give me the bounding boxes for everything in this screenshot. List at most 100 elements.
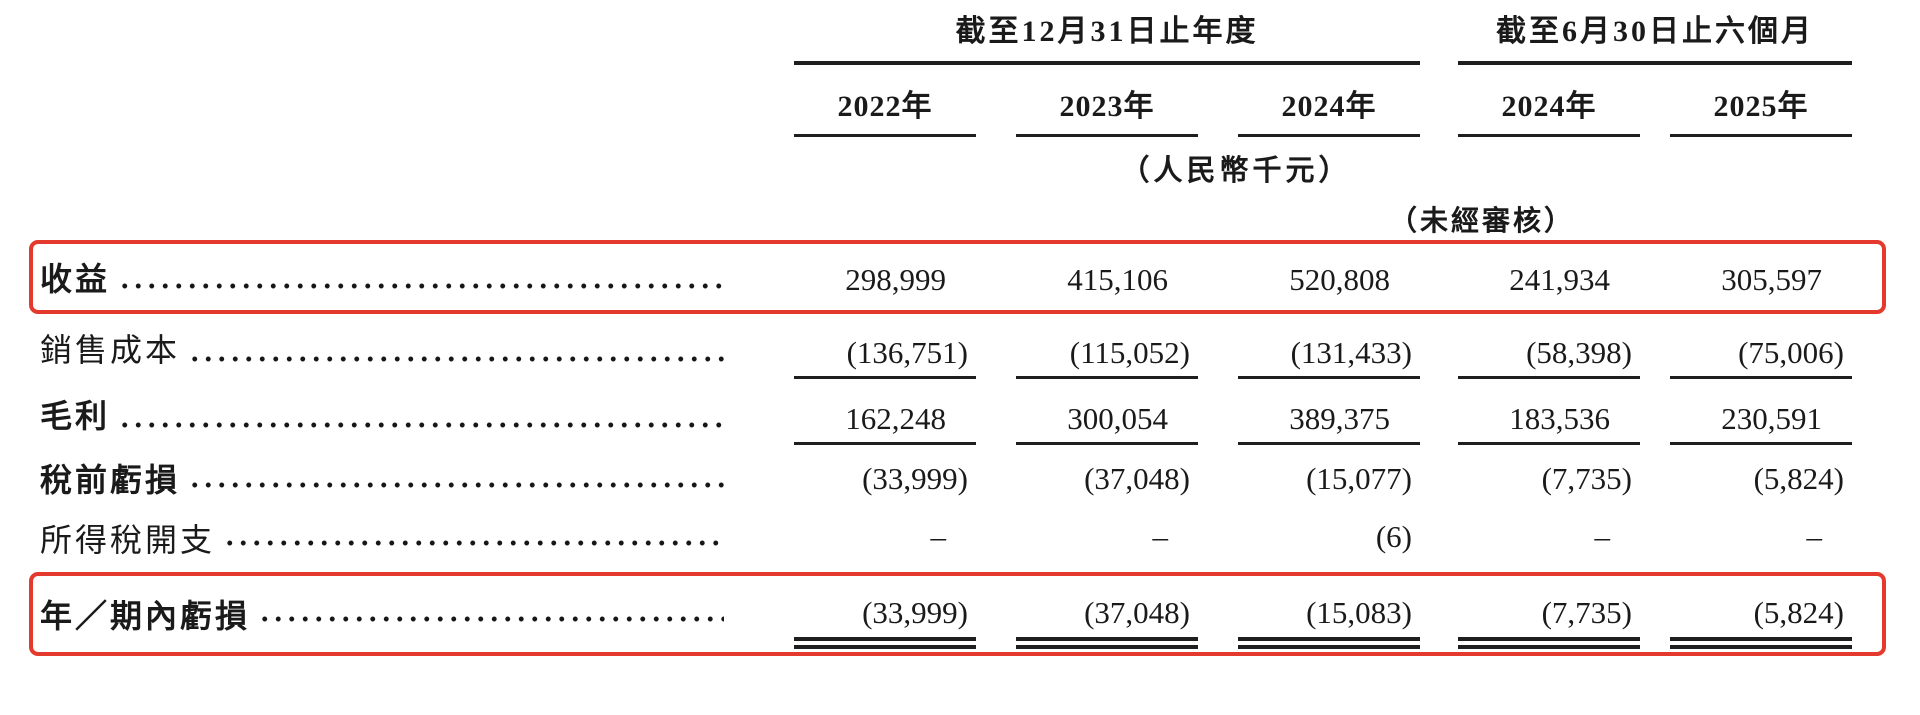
year-header-cell: 2024年 [1198,81,1420,137]
row-label-cell: 年／期內虧損 [40,571,740,657]
row-label: 收益 [40,261,111,297]
value: 241,934 [1509,262,1610,297]
value-cell: (6) [1198,509,1420,567]
value-cell: (15,077) [1198,447,1420,509]
row-label-cell: 稅前虧損 [40,447,740,509]
value-cell: (37,048) [976,447,1198,509]
dot-leader [223,509,724,567]
dot-leader [118,381,724,447]
value: 520,808 [1289,262,1390,297]
row-label: 所得稅開支 [40,522,216,558]
value: – [930,519,947,554]
value-cell: 183,536 [1420,381,1640,447]
value: (131,433) [1290,335,1412,370]
column-group-interim-rule [1458,61,1852,65]
value-cell: 415,106 [976,239,1198,315]
value: – [1806,519,1823,554]
value-cell: (131,433) [1198,315,1420,381]
value-cell: 230,591 [1640,381,1852,447]
dot-leader [188,315,724,381]
value-cell: (5,824) [1640,571,1852,657]
year-header-2024: 2024年 [1238,81,1420,137]
row-label-cell: 收益 [40,239,740,315]
value-cell: (33,999) [740,571,976,657]
row-label-cell: 毛利 [40,381,740,447]
dot-leader [188,447,724,509]
value-cell: (33,999) [740,447,976,509]
row-label: 銷售成本 [40,332,181,368]
value-cell: (7,735) [1420,571,1640,657]
value: (5,824) [1753,461,1844,496]
row-label-cell: 所得稅開支 [40,509,740,567]
year-header-2023: 2023年 [1016,81,1198,137]
value: (37,048) [1084,461,1190,496]
value: 162,248 [845,401,946,436]
column-group-annual: 截至12月31日止年度 [740,10,1420,65]
value: (37,048) [1084,595,1190,630]
value: (15,077) [1306,461,1412,496]
row-label: 稅前虧損 [40,462,181,498]
value: (7,735) [1541,595,1632,630]
year-header-2024-interim: 2024年 [1458,81,1640,137]
value: 300,054 [1067,401,1168,436]
value-cell: – [976,509,1198,567]
value: (7,735) [1541,461,1632,496]
value-cell: (136,751) [740,315,976,381]
value-cell: 162,248 [740,381,976,447]
row-label: 毛利 [40,398,111,434]
value-cell: (58,398) [1420,315,1640,381]
value: (5,824) [1753,595,1844,630]
value-cell: 520,808 [1198,239,1420,315]
value: 415,106 [1067,262,1168,297]
value-cell: (115,052) [976,315,1198,381]
value: 230,591 [1721,401,1822,436]
label-column-spacer [40,147,740,189]
table-row-income-tax-expense: 所得稅開支 – – (6) – – [40,509,1852,567]
value: – [1594,519,1611,554]
value-cell: (15,083) [1198,571,1420,657]
table-row-loss-for-year-period: 年／期內虧損 (33,999) (37,048) (15,083) (7,735… [29,571,1886,657]
column-group-header-row: 截至12月31日止年度 截至6月30日止六個月 [40,10,1852,65]
table-row-gross-profit: 毛利 162,248 300,054 389,375 183,536 230,5… [40,381,1852,447]
value-cell: 389,375 [1198,381,1420,447]
unaudited-note-row: （未經審核） [40,199,1852,239]
year-header-row: 2022年 2023年 2024年 2024年 2025年 [40,81,1852,137]
column-group-interim-title: 截至6月30日止六個月 [1496,15,1814,48]
value-cell: (37,048) [976,571,1198,657]
value-cell: 298,999 [740,239,976,315]
column-group-annual-rule [794,61,1420,65]
value: (33,999) [862,595,968,630]
value: (136,751) [846,335,968,370]
year-header-cell: 2022年 [740,81,976,137]
financial-summary-table: 截至12月31日止年度 截至6月30日止六個月 2022年 2023年 2024… [29,10,1886,657]
value: – [1152,519,1169,554]
value: (75,006) [1738,335,1844,370]
table-row-cost-of-sales: 銷售成本 (136,751) (115,052) (131,433) (58,3… [40,315,1852,381]
year-header-cell: 2025年 [1640,81,1852,137]
dot-leader [118,239,724,315]
year-header-2025-interim: 2025年 [1670,81,1852,137]
value: 305,597 [1721,262,1822,297]
table-row-revenue: 收益 298,999 415,106 520,808 241,934 305,5… [29,239,1886,315]
value-cell: (5,824) [1640,447,1852,509]
year-header-cell: 2024年 [1420,81,1640,137]
label-column-spacer [40,81,740,137]
year-header-cell: 2023年 [976,81,1198,137]
value-cell: 300,054 [976,381,1198,447]
label-column-spacer [40,199,740,239]
value-cell: – [1420,509,1640,567]
table-row-loss-before-tax: 稅前虧損 (33,999) (37,048) (15,077) (7,735) … [40,447,1852,509]
row-label-cell: 銷售成本 [40,315,740,381]
value: 389,375 [1289,401,1390,436]
row-label: 年／期內虧損 [40,598,251,634]
value-cell: – [740,509,976,567]
currency-unit-note: （人民幣千元） [1120,155,1352,187]
value: (58,398) [1526,335,1632,370]
value-cell: 241,934 [1420,239,1640,315]
value-cell: 305,597 [1640,239,1852,315]
value-cell: (75,006) [1640,315,1852,381]
value-cell: (7,735) [1420,447,1640,509]
dot-leader [258,571,724,657]
value: (15,083) [1306,595,1412,630]
